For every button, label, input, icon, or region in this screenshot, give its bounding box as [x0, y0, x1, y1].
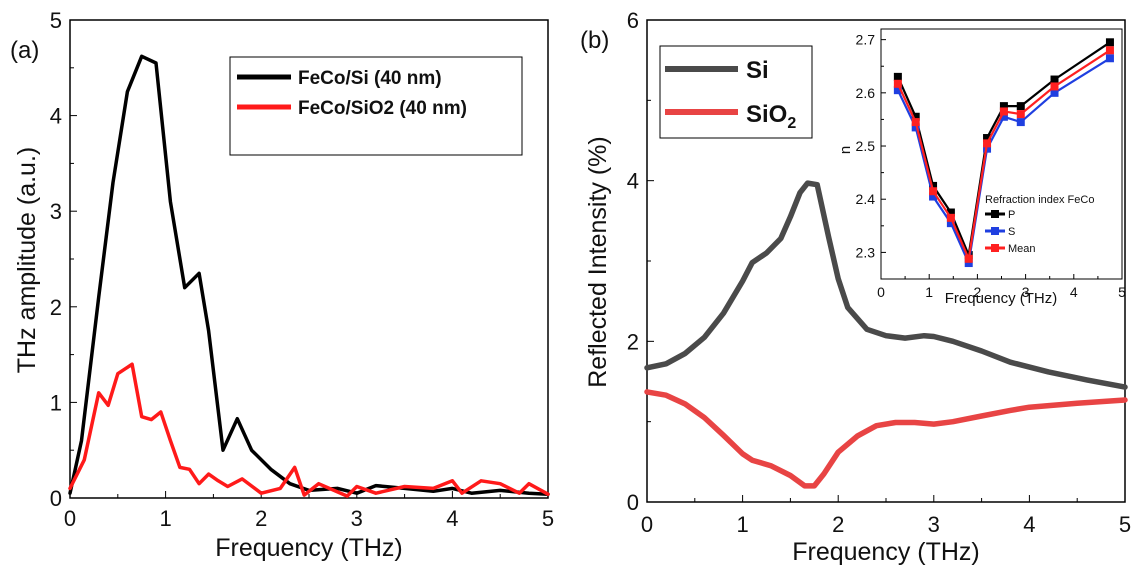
panel-b-xtick-label: 3: [928, 512, 940, 537]
inset-series-line-mean: [896, 49, 1112, 260]
inset-point-mean: [1105, 46, 1114, 55]
inset-xtick-label: 4: [1070, 284, 1078, 300]
inset-point-s: [911, 123, 920, 132]
panel-b-xtick-label: 0: [641, 512, 653, 537]
inset-point-mean: [983, 139, 992, 148]
panel-a-label: (a): [10, 37, 39, 64]
panel-a-ytick-label: 2: [50, 295, 62, 320]
panel-b-ytick-label: 0: [627, 490, 639, 515]
inset-point-mean: [1016, 110, 1025, 119]
panel-a-xtick-label: 2: [255, 506, 267, 531]
panel-a-series-line-feco-si-40-nm: [68, 54, 550, 496]
inset-legend-marker-mean: [991, 244, 999, 252]
inset-ytick-label: 2.6: [856, 85, 876, 101]
panel-a-xtick-label: 4: [446, 506, 458, 531]
inset-series: [893, 38, 1114, 268]
panel-a-xlabel: Frequency (THz): [215, 534, 403, 562]
inset-point-p: [1016, 102, 1025, 111]
inset-point-p: [946, 208, 955, 217]
legend-label-fecosi: FeCo/Si (40 nm): [298, 68, 442, 89]
panel-b-ytick-label: 4: [627, 169, 639, 194]
inset-point-mean: [946, 213, 955, 222]
inset-legend-label-s: S: [1008, 226, 1015, 238]
panel-b-xtick-label: 2: [832, 512, 844, 537]
inset-point-p: [999, 102, 1008, 111]
inset-xtick-label: 5: [1118, 284, 1126, 300]
panel-a-ytick-label: 1: [50, 390, 62, 415]
panel-b-ticks: 0 1 2 3 4 5 0 2 4 6: [627, 8, 1131, 537]
panel-b-series-line-sio2: [644, 389, 1128, 489]
panel-a-ytick-label: 0: [50, 486, 62, 511]
panel-b-xlabel: Frequency (THz): [792, 538, 980, 566]
panel-b-xtick-label: 4: [1023, 512, 1035, 537]
inset-legend-marker-p: [991, 210, 999, 218]
panel-b-series-line-si: [644, 180, 1128, 390]
inset-point-mean: [999, 107, 1008, 116]
panel-a-xtick-label: 0: [64, 506, 76, 531]
inset-point-s: [1050, 88, 1059, 97]
inset-ylabel: n: [837, 146, 854, 154]
panel-b-series: [644, 180, 1128, 489]
panel-b-xtick-label: 1: [736, 512, 748, 537]
inset-point-s: [946, 219, 955, 228]
inset-xtick-label: 2: [974, 284, 982, 300]
inset-xtick-label: 0: [877, 284, 885, 300]
panel-a-xtick-label: 5: [542, 506, 554, 531]
inset-xtick-label: 1: [925, 284, 933, 300]
panel-a: (a) 0 1 2 3 4 5 0 1 2 3 4 5 Frequency (THz) THz amp…: [10, 8, 554, 562]
panel-b: (b) 0 1 2 3 4 5 0 2 4 6 Frequency (THz) Reflected…: [580, 8, 1131, 566]
inset-point-mean: [964, 254, 973, 263]
panel-b-legend: Si SiO2: [659, 45, 813, 139]
panel-a-series-line-feco-sio2-40-nm: [68, 362, 550, 498]
panel-b-ytick-label: 2: [627, 329, 639, 354]
legend-label-fecosio2: FeCo/SiO2 (40 nm): [298, 98, 467, 119]
inset-point-p: [911, 112, 920, 121]
inset-point-mean: [929, 187, 938, 196]
panel-a-series: [68, 54, 550, 498]
inset-ytick-label: 2.7: [856, 32, 876, 48]
inset-point-p: [983, 134, 992, 143]
inset-point-s: [1105, 54, 1114, 63]
inset-chart: 0 1 2 3 4 52.32.42.52.62.7 Frequency (THz) n …: [837, 28, 1127, 307]
inset-ytick-label: 2.3: [856, 244, 876, 260]
inset-point-mean: [1050, 82, 1059, 91]
inset-xlabel: Frequency (THz): [945, 290, 1058, 307]
inset-point-p: [1105, 38, 1114, 47]
inset-point-s: [893, 86, 902, 95]
inset-point-mean: [911, 118, 920, 127]
inset-legend: Refraction index FeCo P S Mean: [985, 194, 1094, 255]
panel-a-xtick-label: 1: [159, 506, 171, 531]
inset-point-p: [1050, 75, 1059, 84]
inset-point-s: [1016, 118, 1025, 127]
inset-xtick-label: 3: [1022, 284, 1030, 300]
panel-a-ticks: 0 1 2 3 4 5 0 1 2 3 4 5: [50, 8, 554, 531]
inset-point-p: [893, 72, 902, 81]
inset-point-s: [964, 259, 973, 268]
panel-a-ytick-label: 4: [50, 104, 62, 129]
panel-b-label: (b): [580, 27, 609, 54]
inset-point-mean: [893, 79, 902, 88]
inset-point-p: [929, 181, 938, 190]
panel-a-legend: FeCo/Si (40 nm) FeCo/SiO2 (40 nm): [229, 56, 523, 156]
inset-ytick-label: 2.5: [856, 138, 876, 154]
panel-b-xtick-label: 5: [1119, 512, 1131, 537]
inset-point-s: [999, 112, 1008, 121]
panel-b-ytick-label: 6: [627, 8, 639, 33]
panel-b-legend-box: [659, 45, 813, 139]
inset-legend-marker-s: [991, 227, 999, 235]
panel-b-ylabel: Reflected Intensity (%): [584, 136, 612, 388]
inset-legend-label-p: P: [1008, 209, 1015, 221]
legend-label-si: Si: [746, 57, 769, 84]
panel-a-ylabel: THz amplitude (a.u.): [13, 147, 41, 373]
inset-legend-title: Refraction index FeCo: [985, 194, 1094, 206]
inset-ytick-label: 2.4: [856, 191, 876, 207]
inset-plot-frame: [880, 28, 1123, 280]
panel-a-ytick-label: 3: [50, 199, 62, 224]
panel-a-ytick-label: 5: [50, 8, 62, 33]
inset-point-s: [929, 192, 938, 201]
panel-a-xtick-label: 3: [351, 506, 363, 531]
inset-ticks: 0 1 2 3 4 5 2.3 2.4 2.5 2.6 2.7: [856, 32, 1127, 300]
inset-legend-label-mean: Mean: [1008, 243, 1036, 255]
